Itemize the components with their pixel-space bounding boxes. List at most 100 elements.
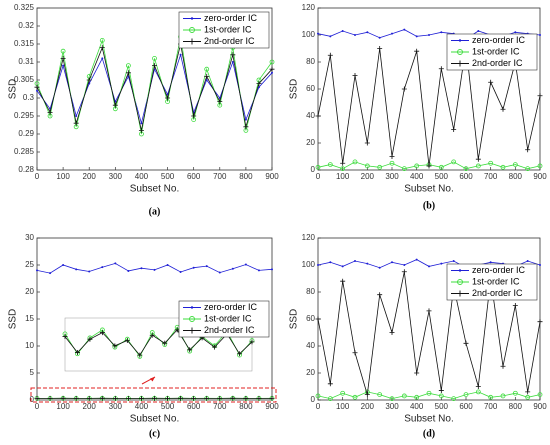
point — [512, 303, 518, 308]
panel-caption: (c) — [149, 428, 160, 439]
point — [389, 330, 395, 335]
point — [125, 395, 131, 401]
point — [340, 390, 346, 396]
y-axis-label: SSD — [289, 79, 300, 100]
point — [243, 395, 249, 401]
point — [75, 115, 78, 117]
x-tick-label: 200 — [361, 172, 375, 181]
point — [329, 35, 332, 38]
point — [138, 127, 144, 133]
point — [488, 160, 494, 166]
point — [352, 73, 358, 78]
x-tick-label: 100 — [336, 172, 350, 181]
x-tick-label: 100 — [56, 402, 70, 411]
point — [341, 29, 344, 32]
point — [525, 389, 531, 395]
legend-marker — [190, 306, 194, 309]
x-tick-label: 700 — [213, 172, 227, 181]
legend-label: 1st-order IC — [472, 276, 520, 286]
point — [99, 395, 105, 401]
y-tick-label: 20 — [25, 287, 34, 296]
point — [192, 266, 195, 269]
y-tick-label: 0.295 — [14, 111, 35, 120]
x-tick-label: 300 — [109, 172, 123, 181]
x-tick-label: 600 — [459, 172, 473, 181]
x-tick-label: 700 — [484, 172, 498, 181]
point — [249, 339, 255, 345]
y-tick-label: 80 — [306, 57, 315, 66]
point — [257, 86, 260, 89]
legend-marker — [189, 27, 195, 33]
legend-marker — [189, 316, 195, 322]
point — [428, 34, 430, 36]
x-tick-label: 500 — [161, 172, 175, 181]
legend-label: zero-order IC — [204, 302, 258, 312]
y-tick-label: 0.315 — [14, 39, 35, 48]
y-tick-label: 60 — [306, 314, 315, 323]
point — [354, 259, 356, 262]
point — [426, 308, 432, 314]
point — [137, 352, 143, 358]
point — [269, 66, 275, 72]
point — [73, 120, 79, 126]
legend-label: 2nd-order IC — [204, 36, 255, 46]
point — [237, 351, 243, 357]
point — [401, 166, 407, 172]
point — [414, 163, 420, 169]
point — [451, 396, 457, 402]
point — [340, 160, 346, 166]
x-tick-label: 400 — [135, 402, 149, 411]
x-axis-label: Subset No. — [130, 414, 179, 425]
point — [327, 162, 333, 168]
point — [125, 70, 131, 76]
point — [187, 347, 193, 353]
point — [34, 84, 40, 90]
point — [354, 34, 356, 36]
legend-label: 1st-order IC — [204, 313, 252, 323]
point — [99, 330, 105, 336]
point — [440, 31, 443, 34]
series-line — [317, 391, 541, 400]
x-tick-label: 0 — [316, 172, 321, 181]
chart-panel: 0 20 40 60 80 100 120 0 100 200 300 400 500 600 700 800… — [289, 3, 548, 211]
point — [488, 79, 494, 85]
point — [162, 340, 168, 346]
y-tick-label: 0.285 — [14, 147, 35, 156]
y-tick-label: 120 — [302, 3, 316, 12]
y-tick-label: 0.31 — [18, 57, 34, 66]
point — [269, 395, 275, 401]
legend-marker — [457, 49, 463, 55]
y-tick-label: 0.32 — [18, 21, 34, 30]
point — [101, 57, 104, 60]
point — [114, 262, 117, 265]
point — [364, 392, 370, 398]
x-tick-label: 900 — [265, 402, 279, 411]
point — [244, 263, 247, 266]
zoom-region — [30, 387, 277, 403]
point — [327, 52, 333, 58]
point — [340, 166, 346, 172]
inset — [62, 317, 255, 372]
point — [317, 264, 319, 266]
point — [389, 160, 395, 166]
chart-panel: 0.28 0.285 0.29 0.295 0.3 0.305 0.31 0.315 0.32 0… — [8, 3, 280, 217]
point — [152, 56, 157, 61]
point — [99, 45, 105, 51]
point — [230, 395, 236, 401]
x-tick-label: 700 — [484, 402, 498, 411]
x-tick-label: 300 — [109, 402, 123, 411]
legend-marker — [457, 279, 463, 285]
y-tick-label: 40 — [306, 111, 315, 120]
point — [86, 395, 92, 401]
point — [389, 154, 395, 159]
legend-label: 1st-order IC — [204, 24, 252, 34]
point — [341, 265, 344, 268]
point — [329, 261, 332, 264]
point — [231, 267, 234, 270]
point — [403, 264, 406, 266]
legend-marker — [458, 39, 462, 42]
point — [244, 118, 247, 121]
point — [315, 316, 321, 322]
point — [152, 63, 157, 69]
